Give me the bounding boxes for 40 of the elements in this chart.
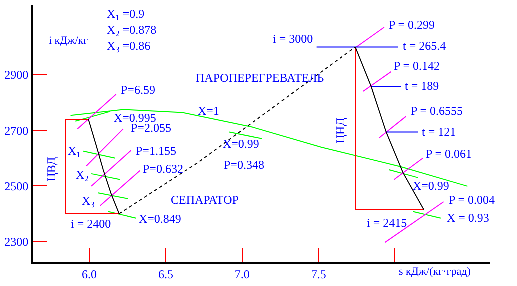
annotation: X=1 — [198, 104, 220, 118]
x-tick-label: 7.0 — [234, 267, 250, 282]
annotation: X = 0.93 — [447, 211, 490, 225]
annotation: P=0.348 — [224, 158, 264, 172]
annotation: P = 0.004 — [449, 193, 495, 207]
annotation: ЦВД — [44, 157, 59, 182]
annotation: t = 265.4 — [403, 39, 446, 53]
y-tick-label: 2700 — [4, 124, 29, 138]
annotation: X$_{2}$ — [76, 168, 89, 184]
annotation: t = 121 — [422, 125, 456, 139]
annotation: X$_{1}$ =0.9 — [107, 7, 145, 23]
annotation: X$_{3}$ =0.86 — [107, 39, 151, 55]
annotation: X=0.99 — [223, 137, 260, 151]
annotation: X$_{1}$ — [68, 144, 81, 160]
annotation: P=0.632 — [143, 162, 184, 176]
annotation: X$_{2}$ =0.878 — [107, 23, 157, 39]
annotation: i = 2415 — [367, 216, 408, 230]
annotation: t = 189 — [405, 79, 440, 93]
annotation: P=1.155 — [136, 144, 176, 158]
annotation: СЕПАРАТОР — [171, 193, 240, 207]
annotation: X=0.99 — [413, 179, 450, 193]
x-tick-label: 7.5 — [311, 267, 326, 282]
annotation: P=6.59 — [121, 83, 156, 97]
annotation: i = 3000 — [273, 32, 314, 46]
annotation: ЦНД — [333, 118, 348, 144]
annotation: P = 0.142 — [394, 59, 440, 73]
annotation: ПАРОПЕРЕГРЕВАТЕЛЬ — [196, 71, 324, 85]
y-tick-label: 2300 — [4, 234, 29, 249]
x-tick-label: 6.0 — [82, 267, 98, 282]
y-tick-label: 2500 — [4, 179, 29, 194]
annotation: P = 0.6555 — [411, 104, 463, 118]
y-tick-label: 2900 — [4, 68, 29, 82]
annotation: X=0.849 — [139, 212, 182, 226]
annotation: P = 0.061 — [426, 147, 472, 161]
annotation: X$_{3}$ — [82, 194, 95, 210]
annotation: i = 2400 — [71, 217, 112, 231]
x-tick-label: 6.5 — [158, 267, 174, 282]
x-axis-title: s кДж/(кг·град) — [399, 266, 472, 278]
y-axis-title: i кДж/кг — [49, 35, 89, 47]
annotation: P = 0.299 — [389, 18, 435, 32]
